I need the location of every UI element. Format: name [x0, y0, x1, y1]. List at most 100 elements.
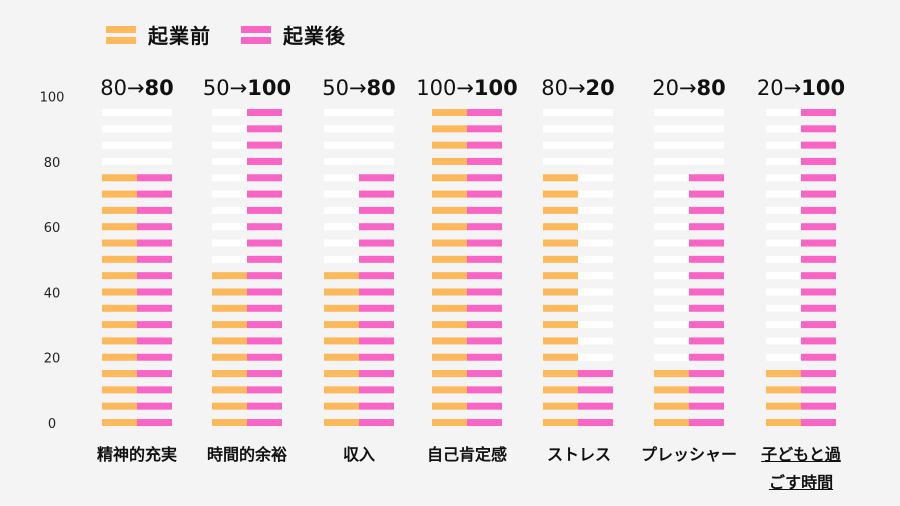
category-label-6-line1[interactable]: 子どもと過 — [761, 445, 841, 464]
bar-segment-after — [359, 386, 394, 394]
bar-segment-before — [432, 109, 467, 116]
bar-segment-after — [467, 239, 502, 247]
bar-segment-after — [467, 337, 502, 345]
y-tick-label-20: 20 — [44, 352, 61, 367]
bar-segment-before — [102, 419, 137, 426]
empty-segment-before — [654, 337, 689, 345]
bar-segment-before — [543, 288, 578, 296]
empty-segment-before — [324, 239, 359, 247]
bar-segment-after — [467, 141, 502, 149]
bar-segment-after — [689, 337, 724, 345]
empty-segment-before — [654, 321, 689, 329]
empty-segment-before — [654, 157, 689, 165]
bar-segment-before — [102, 174, 137, 182]
empty-segment-before — [324, 157, 359, 165]
bar-segment-before — [543, 337, 578, 345]
legend-label-after: 起業後 — [283, 24, 346, 48]
category-label-6-line2[interactable]: ごす時間 — [768, 473, 834, 492]
empty-segment-before — [212, 190, 247, 198]
empty-segment-before — [654, 206, 689, 214]
bar-segment-before — [212, 337, 247, 345]
bar-segment-after — [359, 321, 394, 329]
empty-segment-before — [766, 125, 801, 133]
bar-segment-before — [432, 419, 467, 426]
empty-segment-after — [578, 337, 613, 345]
bar-segment-after — [137, 174, 172, 182]
empty-segment-before — [766, 239, 801, 247]
bar-segment-after — [247, 223, 282, 231]
bar-segment-after — [247, 190, 282, 198]
bar-segment-before — [324, 288, 359, 296]
value-before: 20→ — [757, 76, 801, 100]
bar-segment-before — [543, 353, 578, 361]
bar-segment-before — [432, 337, 467, 345]
category-label-1: 時間的余裕 — [206, 445, 287, 464]
bar-segment-after — [359, 337, 394, 345]
bar-segment-after — [359, 419, 394, 426]
empty-segment-after — [578, 353, 613, 361]
bar-segment-after — [801, 206, 836, 214]
bar-segment-after — [467, 157, 502, 165]
empty-segment-before — [766, 206, 801, 214]
bar-segment-before — [543, 304, 578, 312]
bar-segment-after — [689, 223, 724, 231]
bar-segment-after — [359, 223, 394, 231]
bar-segment-before — [102, 353, 137, 361]
bar-segment-after — [467, 223, 502, 231]
bar-segment-after — [247, 419, 282, 426]
column-6 — [766, 109, 836, 426]
value-after: 80 — [145, 76, 174, 100]
bar-segment-before — [432, 272, 467, 280]
bar-segment-before — [432, 157, 467, 165]
bar-segment-after — [137, 321, 172, 329]
bar-segment-after — [467, 370, 502, 378]
bar-segment-after — [801, 239, 836, 247]
bar-segment-before — [212, 353, 247, 361]
bar-segment-after — [359, 190, 394, 198]
bar-segment-before — [212, 304, 247, 312]
empty-segment-before — [766, 337, 801, 345]
bar-segment-before — [102, 223, 137, 231]
bar-segment-after — [801, 125, 836, 133]
bar-segment-after — [359, 402, 394, 410]
bar-segment-after — [137, 402, 172, 410]
bar-segment-after — [689, 304, 724, 312]
bar-segment-after — [801, 190, 836, 198]
bar-segment-after — [359, 255, 394, 263]
bar-segment-before — [102, 288, 137, 296]
empty-segment-before — [324, 174, 359, 182]
bar-segment-after — [689, 386, 724, 394]
empty-segment-before — [212, 206, 247, 214]
value-change-label-6: 20→100 — [757, 76, 845, 100]
bar-segment-after — [359, 206, 394, 214]
bar-segment-before — [654, 370, 689, 378]
bar-segment-after — [137, 206, 172, 214]
empty-segment-before — [654, 109, 689, 116]
bar-segment-before — [102, 304, 137, 312]
bar-segment-before — [324, 337, 359, 345]
category-label-0: 精神的充実 — [96, 445, 177, 464]
bar-segment-after — [467, 353, 502, 361]
empty-segment-before — [212, 174, 247, 182]
bar-segment-after — [247, 141, 282, 149]
value-after: 100 — [474, 76, 518, 100]
empty-segment-before — [324, 255, 359, 263]
bar-segment-after — [689, 419, 724, 426]
bar-segment-after — [801, 337, 836, 345]
bar-segment-after — [689, 370, 724, 378]
empty-segment-before — [654, 141, 689, 149]
empty-segment-before — [543, 125, 578, 133]
empty-segment-before — [543, 141, 578, 149]
bar-segment-after — [247, 255, 282, 263]
bar-segment-after — [137, 288, 172, 296]
bar-segment-before — [432, 190, 467, 198]
bar-segment-before — [102, 370, 137, 378]
bar-segment-before — [212, 386, 247, 394]
bar-segment-after — [801, 402, 836, 410]
bar-segment-after — [247, 386, 282, 394]
empty-segment-before — [212, 157, 247, 165]
empty-segment-after — [137, 109, 172, 116]
empty-segment-before — [324, 206, 359, 214]
bar-segment-before — [102, 190, 137, 198]
bar-segment-after — [689, 272, 724, 280]
